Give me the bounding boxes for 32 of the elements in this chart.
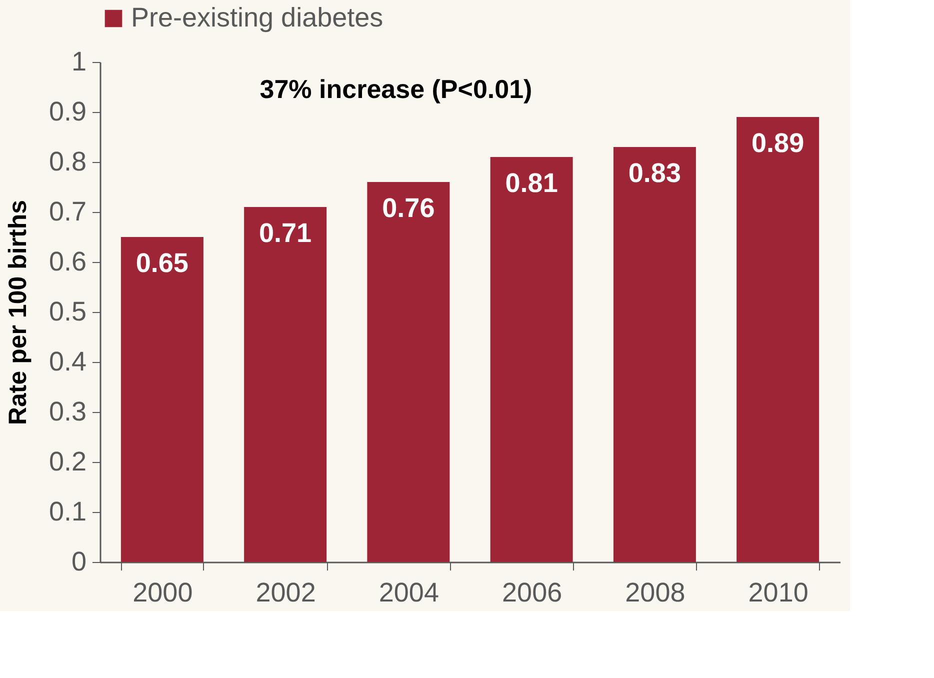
data-label: 0.65 <box>136 248 188 278</box>
bar <box>490 157 573 562</box>
y-tick-label: 0.9 <box>48 96 86 126</box>
y-tick-label: 0.3 <box>48 396 86 426</box>
bar <box>736 117 820 562</box>
legend-label: Pre-existing diabetes <box>131 2 384 32</box>
annotation: 37% increase (P<0.01) <box>260 74 532 104</box>
x-tick-label: 2010 <box>748 578 808 608</box>
x-tick-label: 2004 <box>378 578 439 608</box>
x-tick-label: 2000 <box>132 578 193 608</box>
y-axis-title: Rate per 100 births <box>4 200 32 426</box>
bar <box>367 182 450 562</box>
x-tick-label: 2006 <box>502 578 562 608</box>
y-tick-label: 0 <box>71 546 86 576</box>
x-tick-label: 2002 <box>256 578 316 608</box>
data-label: 0.83 <box>628 158 681 188</box>
y-tick-label: 0.1 <box>48 496 86 526</box>
data-label: 0.71 <box>259 218 312 248</box>
y-tick-label: 0.2 <box>48 446 86 476</box>
bar <box>613 147 696 562</box>
y-tick-label: 1 <box>71 46 86 76</box>
data-label: 0.76 <box>382 193 435 223</box>
data-label: 0.89 <box>752 128 804 158</box>
bar <box>244 207 327 562</box>
y-tick-label: 0.7 <box>48 196 86 226</box>
data-label: 0.81 <box>505 168 558 198</box>
y-tick-label: 0.8 <box>48 146 86 176</box>
x-tick-label: 2008 <box>625 578 686 608</box>
y-tick-label: 0.5 <box>48 296 86 326</box>
bar <box>120 237 204 562</box>
y-tick-label: 0.4 <box>48 346 86 376</box>
y-tick-label: 0.6 <box>48 246 86 276</box>
